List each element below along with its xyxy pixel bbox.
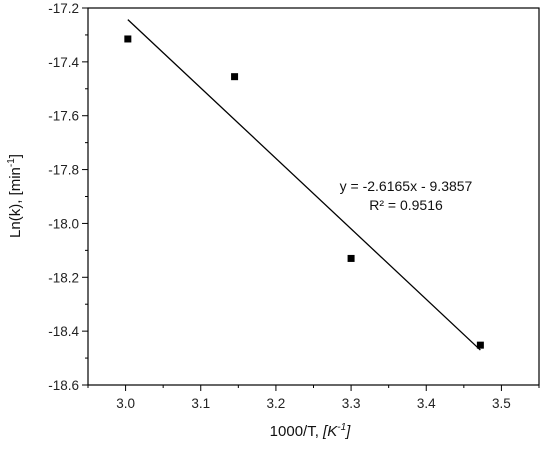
points-layer xyxy=(124,35,484,349)
x-tick-label: 3.4 xyxy=(417,396,436,411)
plot-frame xyxy=(87,7,540,386)
y-tick-label: -17.6 xyxy=(48,109,79,124)
fit-equation: y = -2.6165x - 9.3857 xyxy=(340,178,473,194)
x-axis-label: 1000/T, [K-1] xyxy=(270,422,351,440)
y-tick-label: -17.4 xyxy=(48,55,79,70)
x-tick-label: 3.1 xyxy=(191,396,210,411)
y-tick-label: -18.4 xyxy=(48,324,79,339)
y-tick-label: -17.2 xyxy=(48,1,79,16)
data-point xyxy=(231,73,239,81)
y-tick-label: -17.8 xyxy=(48,163,79,178)
x-tick-label: 3.3 xyxy=(342,396,361,411)
axis-ticks: 3.0 3.1 3.2 3.3 3.4 3.5 -17.2 -17.4 -17.6 -17.8 -1… xyxy=(48,1,540,411)
x-tick-label: 3.0 xyxy=(116,396,135,411)
fit-layer xyxy=(127,19,481,351)
data-point xyxy=(124,35,132,43)
y-tick-label: -18.2 xyxy=(48,270,79,285)
x-tick-label: 3.5 xyxy=(492,396,511,411)
x-tick-label: 3.2 xyxy=(267,396,286,411)
data-point xyxy=(347,254,355,262)
y-tick-label: -18.6 xyxy=(48,378,79,393)
y-axis-label: Ln(k), [min-1] xyxy=(6,154,24,238)
fit-line xyxy=(127,19,481,351)
data-point xyxy=(476,341,484,349)
fit-r-squared: R² = 0.9516 xyxy=(369,197,443,213)
y-tick-label: -18.0 xyxy=(48,216,79,231)
